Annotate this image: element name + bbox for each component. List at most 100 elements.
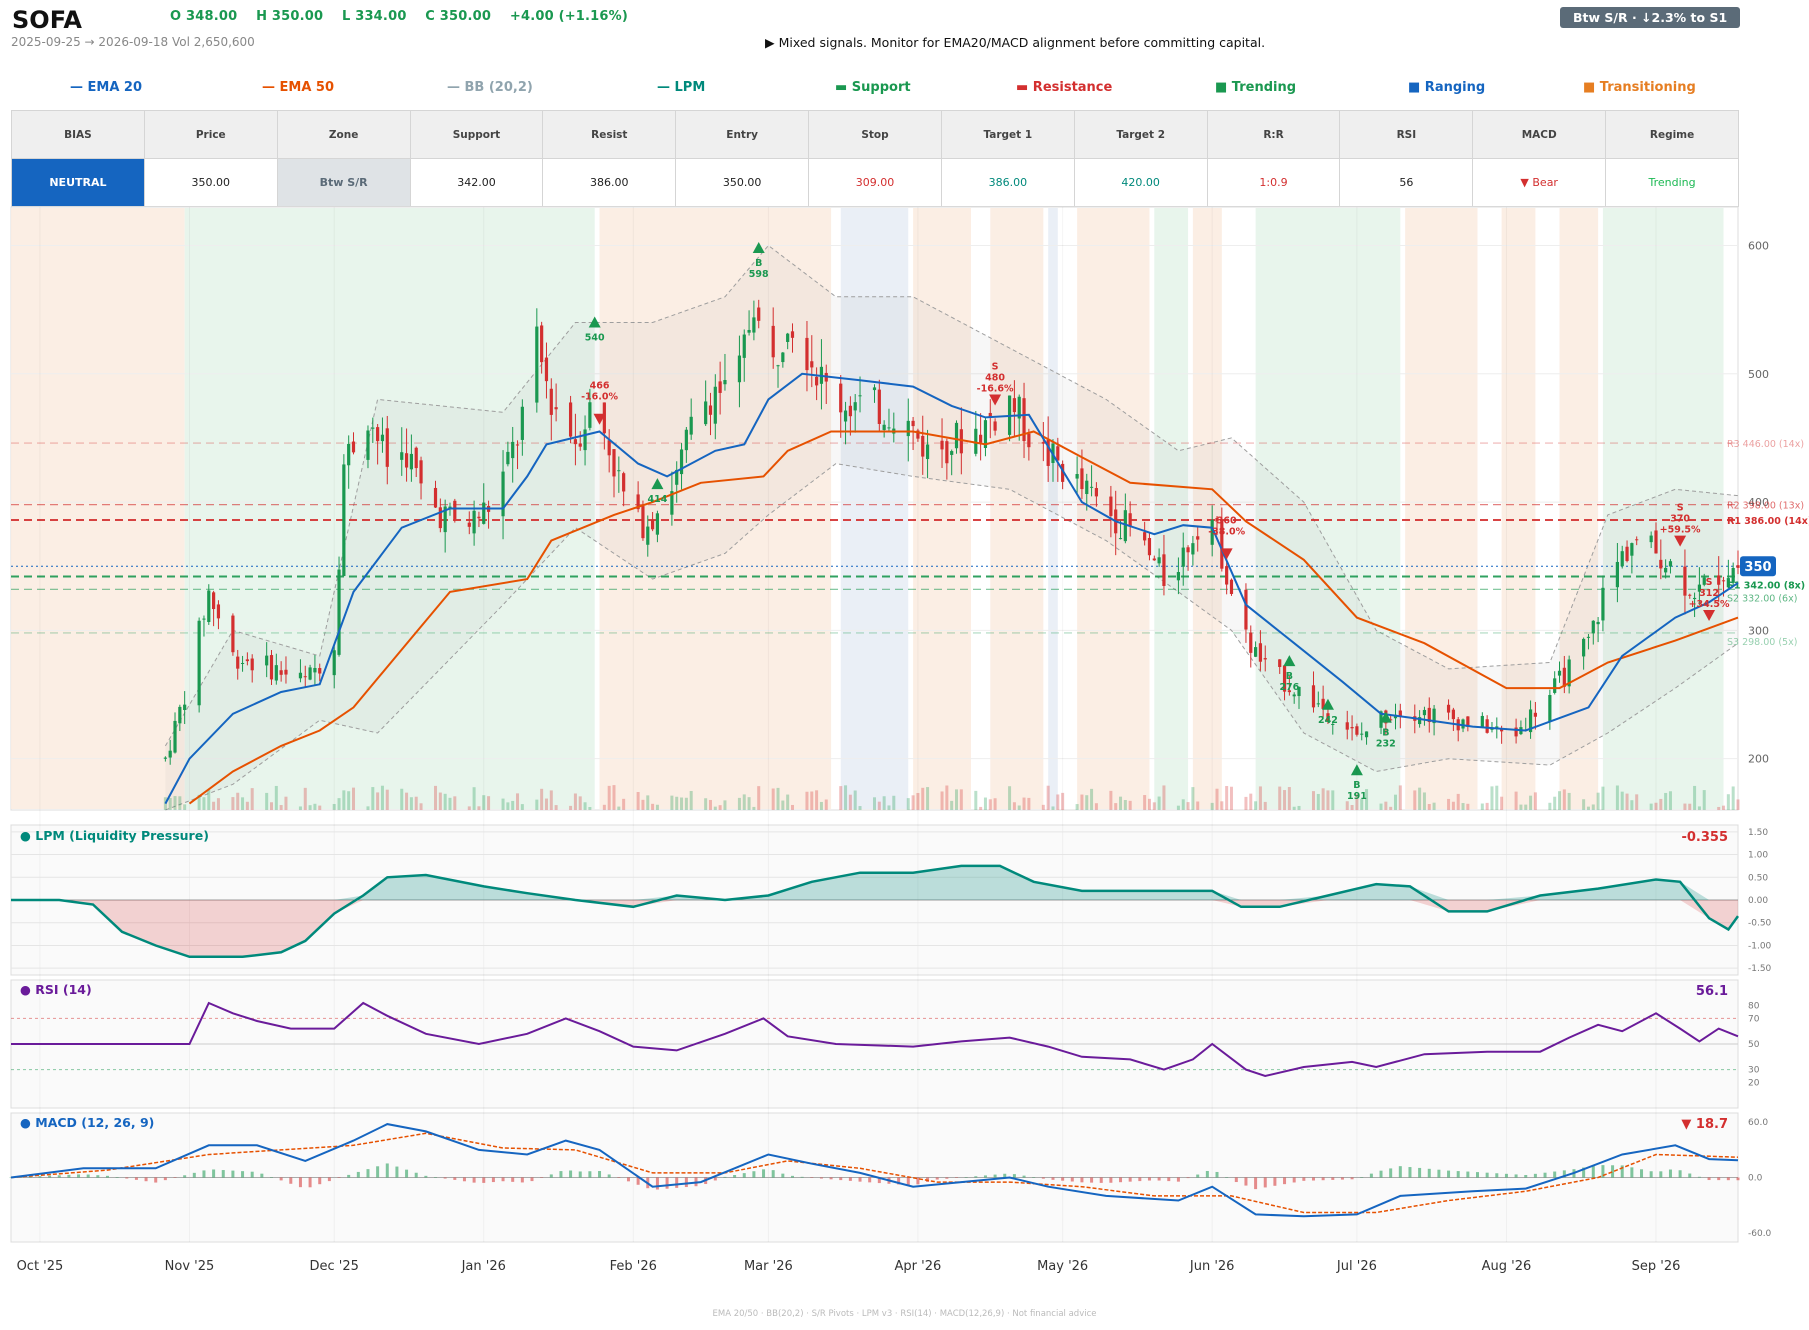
- candle-body: [1253, 647, 1258, 657]
- volume-bar: [1085, 795, 1089, 810]
- volume-bar: [1210, 802, 1214, 810]
- sr-label-resistance: R1 386.00 (14x): [1727, 516, 1809, 527]
- price-tick-label: 200: [1748, 753, 1769, 766]
- volume-bar: [771, 788, 775, 810]
- legend-lpm[interactable]: — LPM: [657, 80, 706, 95]
- macd-hist-bar: [1427, 1168, 1431, 1178]
- candle-body: [1027, 433, 1031, 448]
- macd-hist-bar: [530, 1177, 534, 1182]
- price-value: 350.00: [143, 158, 278, 207]
- legend-resistance[interactable]: ▬ Resistance: [1016, 80, 1113, 95]
- macd-hist-bar: [713, 1177, 717, 1181]
- volume-bar: [1722, 805, 1726, 810]
- trade-marker-label: B: [1353, 780, 1360, 791]
- volume-bar: [1215, 788, 1219, 810]
- legend-ranging[interactable]: ■ Ranging: [1408, 80, 1486, 95]
- macd-hist-bar: [1234, 1177, 1238, 1183]
- legend-transitioning[interactable]: ■ Transitioning: [1583, 80, 1696, 95]
- candle-body: [848, 405, 852, 417]
- macd-hist-bar: [57, 1175, 61, 1178]
- candle-body: [1118, 538, 1123, 540]
- volume-bar: [646, 795, 650, 810]
- volume-bar: [347, 791, 351, 810]
- candle-body: [925, 444, 930, 460]
- candle-body: [1582, 638, 1586, 657]
- candle-body: [853, 402, 857, 411]
- macd-hist-bar: [549, 1174, 553, 1178]
- candle-body: [409, 453, 413, 470]
- volume-bar: [819, 801, 823, 810]
- x-tick-label: Sep '26: [1632, 1259, 1681, 1274]
- levels-value-row: NEUTRAL 350.00 Btw S/R 342.00 386.00 350…: [11, 158, 1739, 207]
- macd-hist-bar: [607, 1174, 611, 1178]
- volume-bar: [202, 797, 206, 810]
- macd-hist-bar: [154, 1177, 158, 1183]
- candle-body: [1162, 554, 1166, 586]
- candle-body: [790, 331, 795, 338]
- macd-hist-bar: [482, 1177, 486, 1183]
- candle-body: [921, 435, 925, 457]
- volume-bar: [1046, 785, 1050, 810]
- candle-body: [347, 443, 351, 466]
- candle-body: [1022, 398, 1026, 442]
- legend-bb[interactable]: — BB (20,2): [447, 80, 533, 95]
- candle-body: [805, 337, 809, 371]
- macd-hist-bar: [1582, 1167, 1586, 1178]
- volume-bar: [443, 793, 447, 810]
- legend-trending[interactable]: ■ Trending: [1215, 80, 1297, 95]
- rsi-tick-label: 30: [1748, 1066, 1760, 1076]
- trade-marker-label: 276: [1279, 682, 1299, 693]
- lpm-tick-label: 0.50: [1748, 873, 1768, 883]
- macd-hist-bar: [1447, 1170, 1451, 1178]
- volume-bar: [173, 796, 177, 810]
- sell-marker: [1220, 548, 1233, 560]
- resist-value: 386.00: [542, 158, 677, 207]
- volume-bar: [602, 804, 606, 810]
- volume-bar: [877, 801, 881, 810]
- candle-body: [535, 326, 539, 403]
- regime-band-trending: [184, 208, 595, 809]
- candle-body: [1461, 719, 1465, 729]
- candle-body: [776, 365, 780, 367]
- trade-marker-label: S: [992, 361, 999, 372]
- signal-message: ▶ Mixed signals. Monitor for EMA20/MACD …: [765, 35, 1266, 50]
- lpm-tick-label: -1.00: [1748, 941, 1772, 951]
- candle-body: [983, 420, 988, 448]
- volume-bar: [1041, 804, 1045, 810]
- volume-bar: [1143, 795, 1147, 810]
- volume-bar: [815, 790, 819, 810]
- macd-hist-bar: [134, 1177, 138, 1180]
- volume-bar: [506, 802, 510, 810]
- macd-tick-label: 60.0: [1748, 1118, 1768, 1128]
- volume-bar: [1702, 790, 1706, 810]
- volume-bar: [236, 792, 240, 810]
- volume-bar: [1128, 800, 1132, 810]
- candle-body: [704, 401, 708, 425]
- target1-value: 386.00: [940, 158, 1075, 207]
- volume-bar: [1418, 787, 1422, 810]
- volume-bar: [1664, 792, 1668, 810]
- trade-marker-label: S: [1706, 577, 1713, 588]
- volume-bar: [1345, 801, 1349, 810]
- candle-body: [1649, 535, 1653, 543]
- candle-body: [1331, 723, 1335, 725]
- volume-bar: [1688, 803, 1692, 810]
- legend-support[interactable]: ▬ Support: [835, 80, 911, 95]
- legend-ema50[interactable]: — EMA 50: [262, 80, 335, 95]
- volume-bar: [718, 805, 722, 810]
- volume-bar: [1162, 785, 1166, 810]
- volume-bar: [983, 797, 987, 810]
- price-chart[interactable]: 200 300 400 500 600 R3 446.00 (14x) R2 398.00 …: [0, 0, 1809, 1300]
- volume-bar: [1451, 801, 1455, 810]
- volume-bar: [993, 798, 997, 810]
- candle-body: [1244, 589, 1248, 630]
- macd-hist-bar: [626, 1177, 630, 1182]
- volume-bar: [612, 785, 616, 810]
- candle-body: [453, 500, 457, 519]
- volume-bar: [231, 797, 235, 810]
- sell-marker: [1703, 609, 1716, 621]
- legend-ema20[interactable]: — EMA 20: [70, 80, 143, 95]
- buy-marker: [1321, 698, 1334, 710]
- volume-bar: [1514, 791, 1518, 810]
- candle-body: [1451, 709, 1455, 720]
